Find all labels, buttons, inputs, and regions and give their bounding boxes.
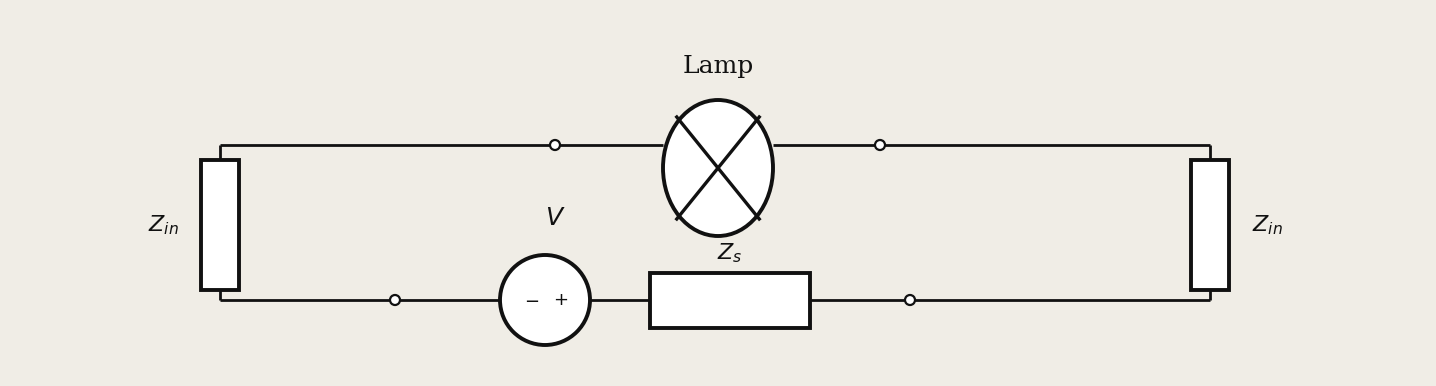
- Text: $V$: $V$: [544, 207, 566, 230]
- Bar: [651, 273, 810, 328]
- Bar: [201, 160, 238, 290]
- Text: $Z_s$: $Z_s$: [717, 241, 742, 265]
- Circle shape: [391, 295, 401, 305]
- Text: $+$: $+$: [553, 291, 569, 309]
- Text: Lamp: Lamp: [682, 55, 754, 78]
- Text: $Z_{in}$: $Z_{in}$: [1252, 213, 1282, 237]
- Circle shape: [905, 295, 915, 305]
- Circle shape: [500, 255, 590, 345]
- Text: $Z_{in}$: $Z_{in}$: [148, 213, 178, 237]
- Circle shape: [875, 140, 885, 150]
- Ellipse shape: [663, 100, 773, 236]
- Text: $-$: $-$: [524, 291, 538, 309]
- Bar: [1190, 160, 1229, 290]
- Circle shape: [550, 140, 560, 150]
